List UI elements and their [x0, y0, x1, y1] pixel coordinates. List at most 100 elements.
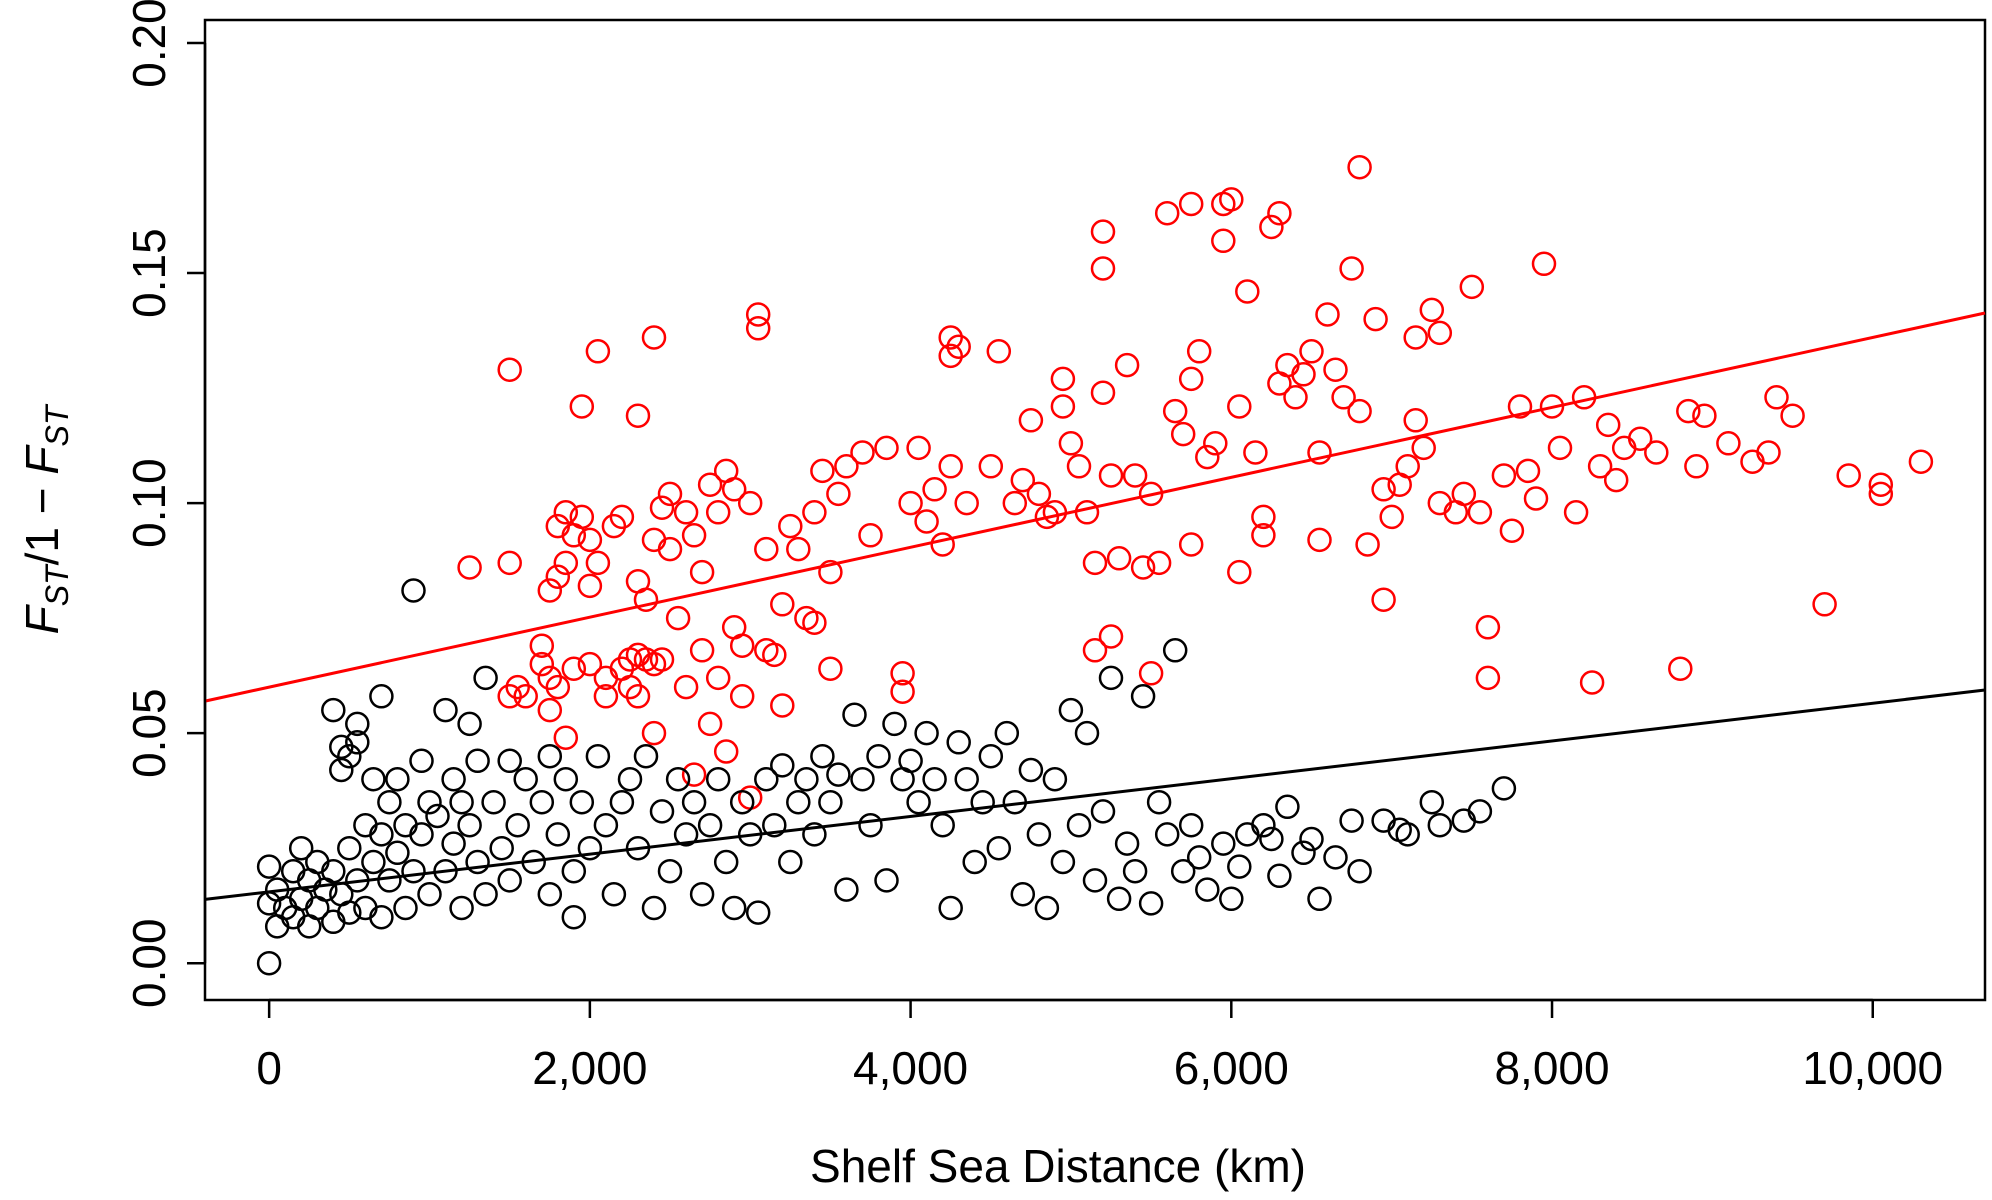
data-point	[802, 822, 827, 847]
data-point	[1475, 665, 1501, 691]
data-point	[834, 454, 859, 479]
data-point	[457, 555, 482, 580]
data-point	[337, 743, 362, 769]
data-point	[954, 490, 979, 516]
data-point	[569, 504, 595, 530]
data-point	[1403, 408, 1428, 433]
data-point	[1507, 394, 1533, 419]
data-point	[1627, 426, 1653, 451]
data-point	[1515, 458, 1541, 484]
data-point	[1267, 863, 1292, 889]
data-point	[1291, 840, 1316, 866]
data-point	[321, 909, 346, 935]
data-point	[1058, 431, 1084, 456]
data-point	[561, 858, 587, 884]
data-point	[1090, 380, 1116, 405]
data-point	[1122, 858, 1148, 884]
data-point	[1010, 467, 1036, 493]
data-point	[1419, 789, 1445, 815]
data-point	[1010, 881, 1036, 907]
data-point	[1219, 187, 1244, 212]
data-point	[457, 711, 482, 737]
x-tick-label: 10,000	[1802, 1042, 1943, 1094]
data-point	[1082, 868, 1108, 893]
data-point	[569, 789, 595, 815]
data-point	[321, 697, 346, 723]
data-point	[1868, 472, 1894, 497]
data-point	[729, 684, 755, 709]
data-point	[906, 435, 931, 461]
data-point	[1523, 486, 1549, 511]
data-point	[417, 789, 442, 815]
y-tick-label: 0.15	[123, 228, 175, 318]
data-point	[1764, 385, 1789, 410]
data-point	[1227, 394, 1252, 419]
data-point	[986, 339, 1012, 364]
data-point	[473, 881, 498, 907]
data-point	[1122, 463, 1148, 488]
x-axis-title: Shelf Sea Distance (km)	[810, 1140, 1306, 1192]
data-point	[697, 812, 723, 838]
data-point	[737, 785, 763, 810]
data-point	[625, 403, 651, 428]
data-point	[1178, 532, 1204, 557]
data-point	[1299, 339, 1324, 364]
data-point	[569, 394, 595, 419]
data-point	[938, 325, 963, 350]
data-point	[553, 500, 579, 525]
data-point	[1740, 449, 1765, 474]
data-point	[834, 877, 859, 902]
data-point	[256, 950, 282, 976]
data-point	[369, 904, 394, 930]
data-point	[1387, 817, 1412, 843]
data-point	[609, 789, 635, 815]
data-point	[914, 509, 939, 534]
data-point	[329, 734, 354, 760]
data-point	[649, 495, 675, 520]
y-tick-label: 0.20	[123, 0, 175, 88]
data-point	[449, 895, 474, 921]
data-point	[545, 822, 571, 847]
data-point	[681, 762, 707, 787]
data-point	[818, 656, 843, 681]
data-point	[890, 679, 915, 704]
data-point	[393, 812, 418, 838]
data-point	[705, 500, 731, 525]
data-point	[1090, 256, 1116, 281]
data-point	[689, 638, 715, 663]
data-point	[537, 881, 563, 907]
data-point	[778, 849, 803, 875]
data-point	[1868, 481, 1894, 507]
data-point	[1668, 656, 1693, 681]
data-point	[1411, 435, 1436, 461]
data-point	[1275, 352, 1300, 378]
data-point	[337, 900, 362, 925]
data-point	[641, 325, 667, 350]
data-point	[633, 587, 659, 612]
data-point	[754, 766, 779, 792]
data-point	[537, 665, 563, 691]
data-point	[754, 536, 779, 562]
data-point	[649, 799, 675, 824]
data-point	[641, 720, 667, 746]
data-point	[946, 730, 971, 755]
data-point	[705, 766, 731, 792]
data-point	[1427, 490, 1453, 516]
data-point	[770, 693, 795, 718]
data-point	[1259, 214, 1284, 240]
data-point	[1146, 789, 1172, 815]
data-point	[473, 665, 498, 691]
data-point	[369, 822, 394, 847]
data-point	[529, 651, 555, 677]
axes: 0 2,000 4,000 6,000 8,000 10,000 0.00 0.05 0.10 0…	[123, 0, 1943, 1094]
data-point	[689, 881, 715, 907]
data-point	[369, 684, 394, 709]
data-point	[353, 895, 378, 921]
data-point	[537, 578, 563, 603]
data-point	[1347, 398, 1372, 424]
data-point	[1098, 624, 1124, 649]
data-point	[1684, 454, 1709, 479]
y-tick-label: 0.00	[123, 918, 175, 1008]
data-point	[794, 605, 819, 631]
data-point	[441, 766, 466, 792]
